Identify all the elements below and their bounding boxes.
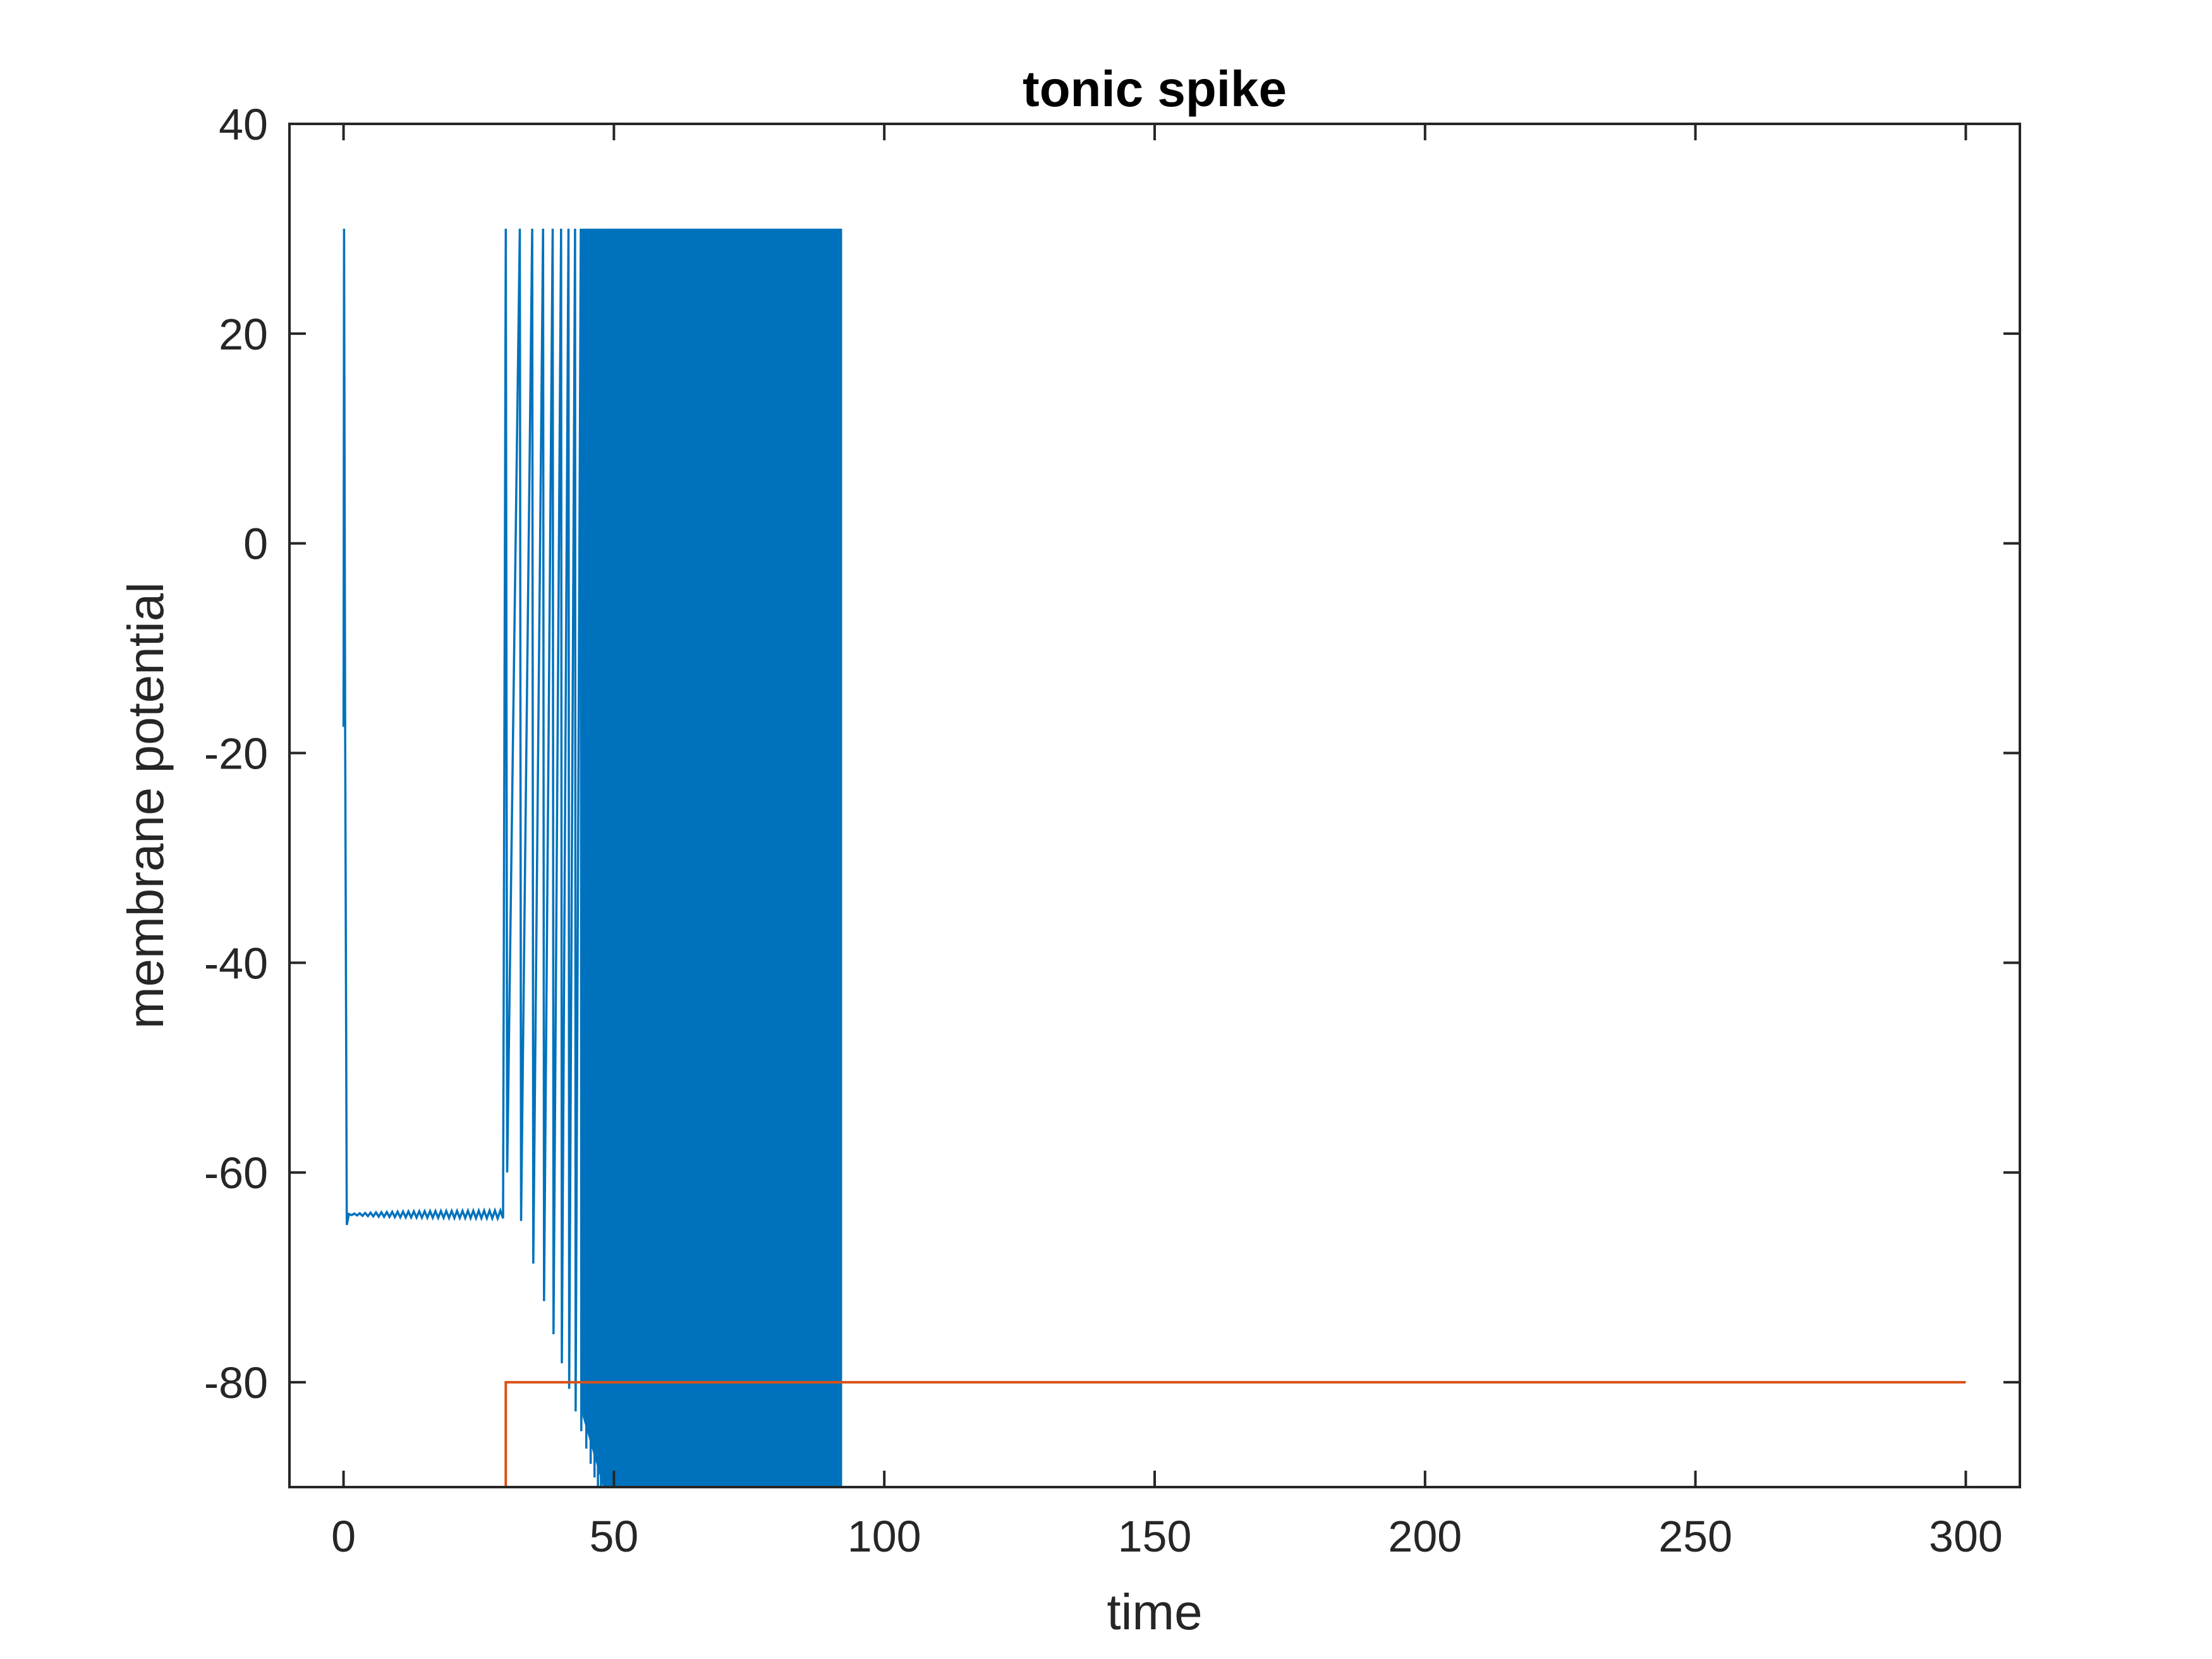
x-tick-label: 50 xyxy=(589,1512,638,1561)
y-tick-label: -20 xyxy=(204,729,268,779)
y-tick-label: -40 xyxy=(204,939,268,988)
x-tick-label: 300 xyxy=(1929,1512,2003,1561)
y-tick-label: -80 xyxy=(204,1358,268,1407)
x-axis-label: time xyxy=(1107,1584,1202,1640)
y-tick-label: -60 xyxy=(204,1148,268,1198)
y-tick-label: 0 xyxy=(243,520,268,569)
input-current-line xyxy=(343,1381,1966,1487)
x-tick-label: 0 xyxy=(331,1512,356,1561)
x-tick-label: 200 xyxy=(1388,1512,1462,1561)
chart-title: tonic spike xyxy=(1023,61,1287,117)
dense-spike-region xyxy=(581,228,841,1487)
x-tick-label: 100 xyxy=(848,1512,921,1561)
series-layer xyxy=(342,228,1966,1487)
y-axis-label: membrane potential xyxy=(118,582,174,1029)
y-tick-label: 20 xyxy=(219,310,268,359)
x-tick-label: 250 xyxy=(1658,1512,1732,1561)
plot-area: 0 50 100 150 200 250 300 -80 -60 -40 -20 0 20 40 xyxy=(204,100,2021,1561)
ticks-layer: 0 50 100 150 200 250 300 -80 -60 -40 -20 0 20 40 xyxy=(204,100,2020,1561)
x-tick-label: 150 xyxy=(1118,1512,1192,1561)
y-tick-label: 40 xyxy=(219,100,268,149)
